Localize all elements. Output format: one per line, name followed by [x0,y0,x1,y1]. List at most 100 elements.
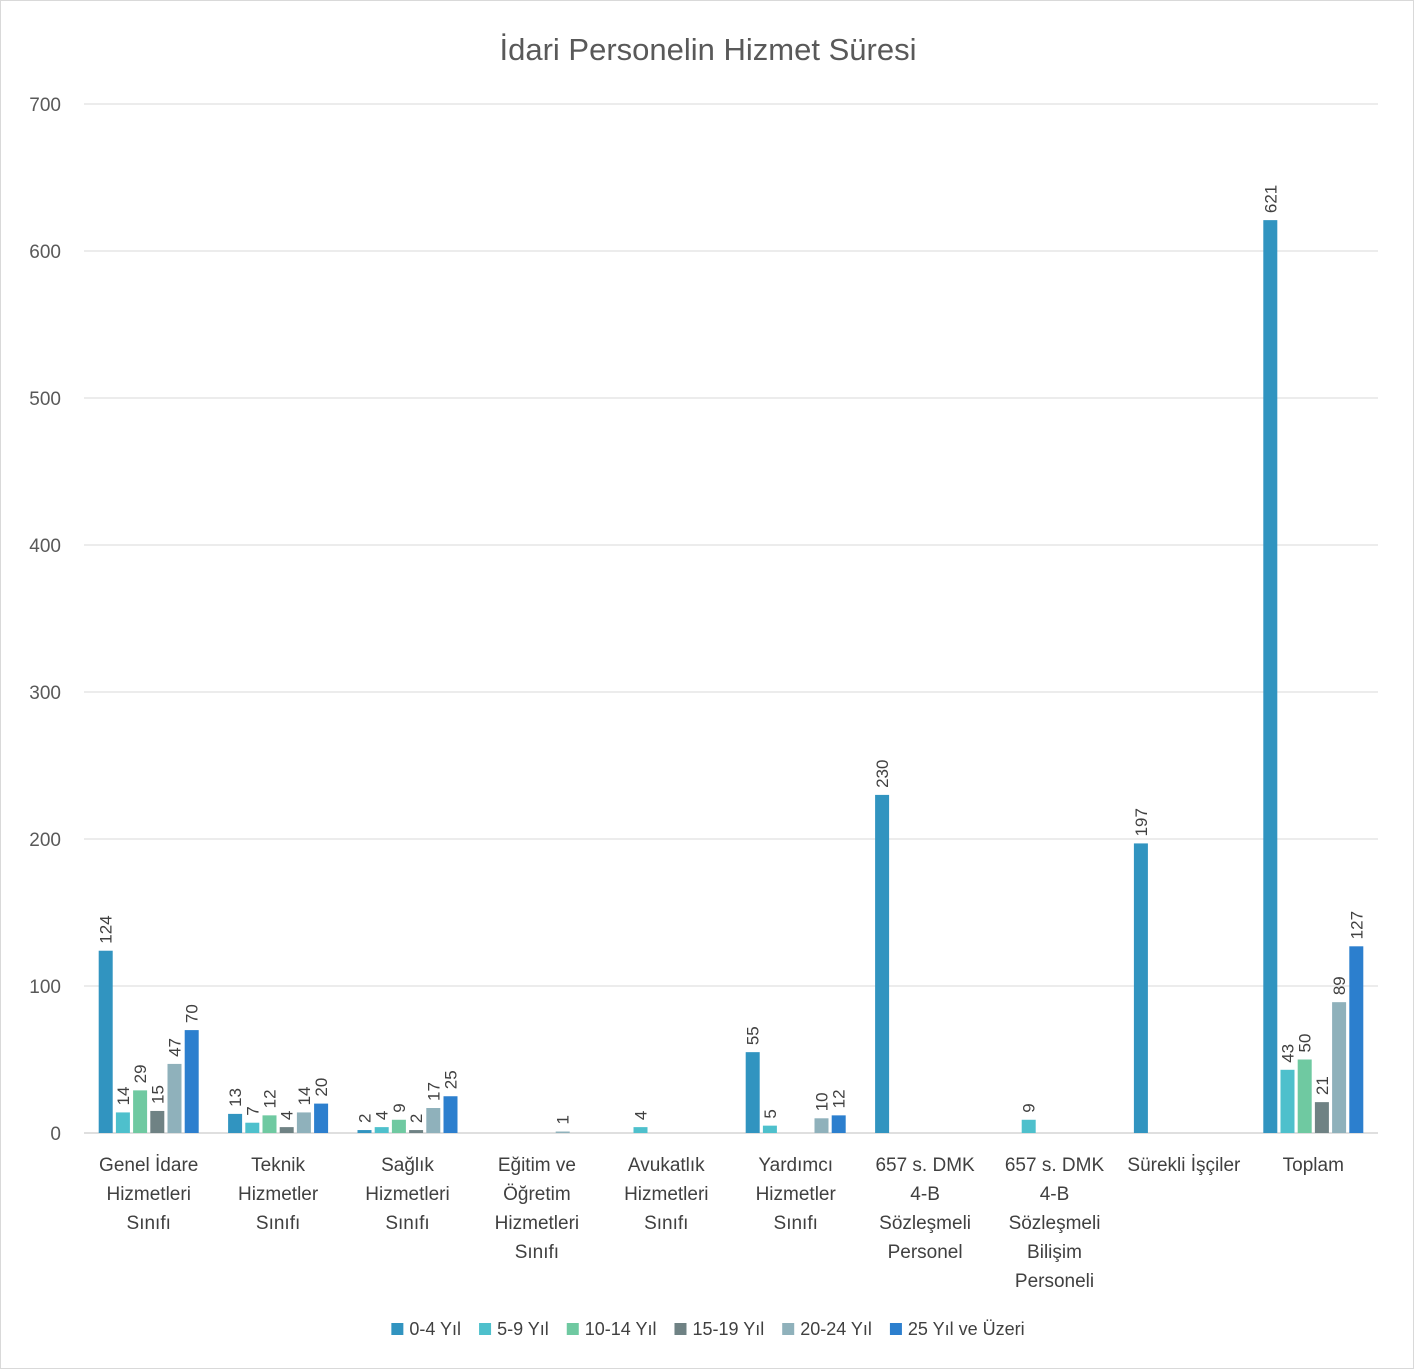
bar [1263,220,1278,1133]
data-label: 50 [1296,1034,1315,1053]
bar [745,1052,760,1133]
bar [167,1063,182,1133]
bar [279,1127,294,1133]
bar [762,1125,777,1133]
data-label: 5 [761,1109,780,1118]
data-label: 13 [226,1088,245,1107]
bar [296,1112,311,1133]
data-label: 1 [554,1115,573,1124]
legend-label: 25 Yıl ve Üzeri [908,1319,1025,1339]
legend-swatch [782,1323,795,1335]
bar [1332,1002,1347,1133]
data-label: 230 [873,760,892,788]
x-category-label: Yardımcı Hizmetler Sınıfı [756,1155,837,1234]
y-tick-label: 700 [29,95,61,116]
data-label: 4 [632,1111,651,1120]
x-category-label: Avukatlık Hizmetleri Sınıfı [624,1155,708,1234]
data-label: 2 [407,1114,426,1123]
data-label: 9 [1020,1103,1039,1112]
bar [133,1090,148,1133]
y-tick-label: 300 [29,683,61,704]
legend-swatch [479,1323,492,1335]
bar [1280,1069,1295,1133]
legend-label: 10-14 Yıl [585,1319,657,1339]
x-axis-categories: Genel İdare Hizmetleri Sınıfı Teknik Hizmetl… [99,1155,1344,1292]
legend-swatch [391,1323,404,1335]
data-label: 12 [261,1089,280,1108]
x-category-label: Toplam [1283,1155,1344,1176]
x-category-label: Sağlık Hizmetleri Sınıfı [365,1155,449,1234]
bar [150,1110,165,1133]
x-category-label: 657 s. DMK 4-B Sözleşmeli Bilişim Personeli [1005,1155,1105,1292]
bars [98,220,1364,1133]
y-tick-label: 0 [50,1124,61,1145]
x-category-label: Genel İdare Hizmetleri Sınıfı [99,1155,198,1234]
data-label: 127 [1347,911,1366,939]
y-axis-ticks: 0 100 200 300 400 500 600 700 [29,95,61,1145]
x-category-label: Teknik Hizmetler Sınıfı [238,1155,319,1234]
legend-swatch [889,1323,902,1335]
x-category-label: 657 s. DMK 4-B Sözleşmeli Personel [875,1155,975,1263]
x-category-label: Eğitim ve Öğretim Hizmetleri Sınıfı [495,1155,579,1263]
data-label: 621 [1261,185,1280,213]
bar [555,1131,570,1133]
x-category-label: Sürekli İşçiler [1127,1155,1241,1176]
legend-item: 0-4 Yıl [391,1319,461,1339]
legend-label: 20-24 Yıl [800,1319,872,1339]
bar [245,1122,260,1133]
bar [831,1115,846,1133]
data-label: 4 [373,1111,392,1120]
bar [262,1115,277,1133]
bar [409,1130,424,1133]
bar [1349,946,1364,1133]
data-label: 47 [166,1038,185,1057]
data-label: 29 [131,1064,150,1083]
bar [391,1119,406,1133]
data-label: 89 [1330,976,1349,995]
y-tick-label: 100 [29,977,61,998]
data-label: 17 [424,1082,443,1101]
bar [443,1096,458,1133]
legend-label: 0-4 Yıl [409,1319,461,1339]
gridlines [84,103,1378,1134]
data-label: 10 [813,1092,832,1111]
legend-item: 20-24 Yıl [782,1319,872,1339]
bar [357,1130,372,1133]
data-label: 70 [183,1004,202,1023]
data-label: 14 [295,1086,314,1105]
data-label: 197 [1132,808,1151,836]
bar [1314,1102,1329,1133]
bar [1133,843,1148,1133]
data-label: 7 [243,1106,262,1115]
data-label: 15 [148,1085,167,1104]
legend-item: 25 Yıl ve Üzeri [889,1319,1025,1339]
y-tick-label: 500 [29,389,61,410]
data-label: 21 [1313,1076,1332,1095]
legend-item: 10-14 Yıl [566,1319,657,1339]
data-label: 124 [97,915,116,943]
data-label: 2 [356,1114,375,1123]
bar [426,1108,441,1133]
bar [314,1103,329,1133]
bar [228,1113,243,1133]
y-tick-label: 200 [29,830,61,851]
data-label: 55 [744,1026,763,1045]
data-label: 14 [114,1086,133,1105]
bar [98,950,113,1133]
data-label: 9 [390,1103,409,1112]
legend-swatch [566,1323,579,1335]
legend-label: 15-19 Yıl [692,1319,764,1339]
bar [115,1112,130,1133]
y-tick-label: 600 [29,242,61,263]
bar [1021,1119,1036,1133]
bar [875,794,890,1133]
legend-item: 15-19 Yıl [674,1319,764,1339]
y-tick-label: 400 [29,536,61,557]
bar [814,1118,829,1133]
bar [374,1127,389,1133]
data-label: 25 [442,1070,461,1089]
chart-title: İdari Personelin Hizmet Süresi [500,32,917,67]
